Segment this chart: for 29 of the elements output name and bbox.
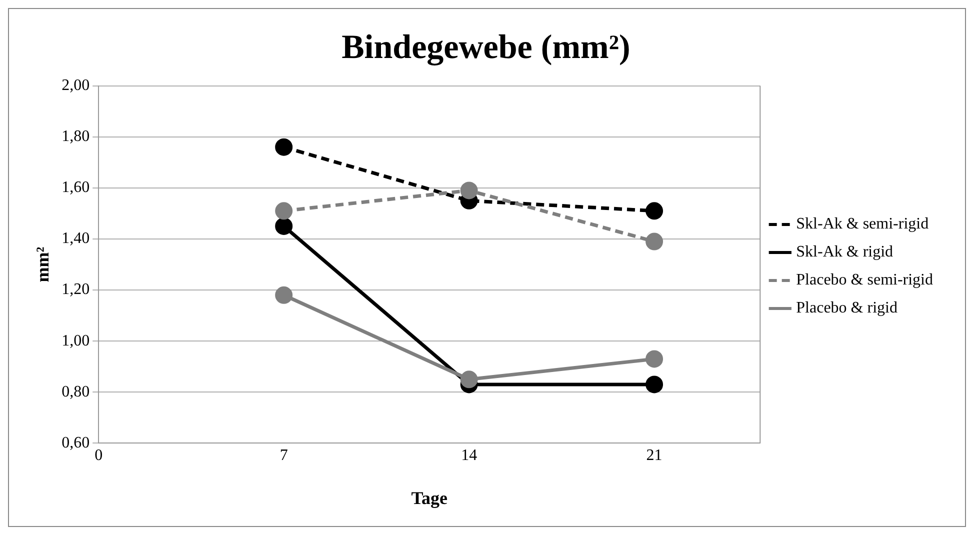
- y-tick-label: 1,60: [62, 179, 90, 196]
- y-tick-label: 2,00: [62, 77, 90, 94]
- y-axis-title: mm²: [32, 246, 52, 282]
- chart-title: Bindegewebe (mm²): [342, 29, 630, 66]
- legend-label: Placebo & rigid: [796, 300, 898, 317]
- y-tick-label: 1,00: [62, 332, 90, 350]
- y-tick-label: 0,80: [62, 383, 90, 400]
- y-tick-label: 1,80: [62, 128, 90, 146]
- y-tick-label: 0,60: [62, 434, 90, 452]
- x-tick-label: 0: [94, 447, 103, 464]
- point: [275, 286, 293, 304]
- legend-label: Skl-Ak & rigid: [796, 244, 894, 261]
- point: [646, 202, 664, 220]
- point: [275, 138, 293, 156]
- x-tick-label: 14: [461, 447, 478, 464]
- point: [460, 182, 478, 200]
- legend-label: Placebo & semi-rigid: [796, 272, 933, 289]
- point: [275, 217, 293, 235]
- y-tick-label: 1,40: [62, 230, 90, 248]
- x-tick-label: 7: [280, 447, 288, 464]
- point: [646, 232, 664, 250]
- legend-label: Skl-Ak & semi-rigid: [796, 216, 929, 233]
- point: [460, 370, 478, 388]
- x-axis-title: Tage: [411, 488, 448, 508]
- x-tick-label: 21: [646, 447, 662, 464]
- y-tick-label: 1,20: [62, 281, 90, 298]
- point: [275, 202, 293, 220]
- point: [646, 350, 664, 368]
- point: [646, 376, 664, 394]
